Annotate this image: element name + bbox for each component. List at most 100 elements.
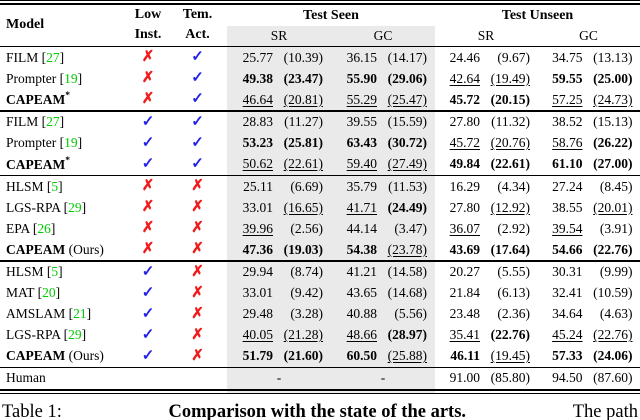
unseen-sr-cell: 24.46 (9.67): [449, 49, 530, 65]
unseen-gc-cell: 38.55 (20.01): [552, 199, 633, 215]
citation-ref[interactable]: 20: [38, 285, 61, 300]
low-inst-cell: ✗: [128, 239, 168, 260]
header-seen-gc: GC: [373, 27, 393, 43]
header-rule: [0, 45, 640, 48]
table-row: HLSM 5 ✓ ✗ 29.94(8.74) 41.21(14.58) 20.2…: [0, 262, 640, 283]
header-tem: Tem.: [182, 6, 213, 22]
check-icon: ✓: [191, 134, 204, 151]
low-inst-cell: ✗: [128, 89, 168, 110]
seen-sr-cell: 29.94 (8.74): [242, 264, 323, 280]
table-row: CAPEAM (Ours) ✓ ✗ 51.79 (21.60) 60.50 (25.…: [0, 346, 640, 367]
header-seen-sr: SR: [270, 27, 288, 43]
citation-ref[interactable]: 5: [47, 179, 63, 194]
caption-prefix: Table 1:: [2, 401, 62, 420]
check-icon: ✓: [191, 70, 204, 87]
unseen-gc-cell: 32.41 (10.59): [552, 285, 633, 301]
model-cell: HLSM 5: [0, 179, 128, 195]
table-row: CAPEAM* ✗ ✓ 46.64 (20.81) 55.29 (25.47) 45…: [0, 89, 640, 110]
ours-label: (Ours): [68, 348, 104, 364]
low-inst-cell: ✓: [128, 133, 168, 154]
seen-sr-cell: 33.01 (16.65): [242, 199, 323, 215]
cross-icon: ✗: [191, 347, 204, 364]
model-cell: AMSLAM 21: [0, 306, 128, 322]
low-inst-cell: ✗: [128, 47, 168, 68]
unseen-sr-cell: 46.11 (19.45): [450, 348, 530, 364]
tem-act-cell: ✓: [168, 112, 227, 133]
asterisk-marker: *: [65, 91, 70, 102]
table-row: HLSM 5 ✗ ✗ 25.11(6.69) 35.79(11.53) 16.2…: [0, 176, 640, 197]
unseen-sr-cell: 49.84 (22.61): [449, 156, 530, 172]
seen-sr-cell: 33.01 (9.42): [242, 285, 323, 301]
seen-gc-cell: 55.29 (25.47): [346, 91, 427, 107]
seen-sr-cell: 49.38 (23.47): [242, 70, 323, 86]
seen-sr-cell: 25.77 (10.39): [242, 49, 323, 65]
citation-ref[interactable]: 27: [42, 50, 65, 65]
table-row: Prompter 19 ✓ ✓ 53.23(25.81) 63.43(30.72…: [0, 133, 640, 154]
tem-act-cell: ✗: [168, 283, 227, 304]
model-cell: FILM 27: [0, 50, 128, 66]
caption-title: Comparison with the state of the arts.: [168, 401, 467, 420]
group-rule: [0, 260, 640, 262]
seen-sr-cell: 51.79 (21.60): [242, 348, 323, 364]
check-icon: ✓: [141, 326, 155, 343]
check-icon: ✓: [141, 134, 155, 151]
header-test-unseen: Test Unseen: [501, 7, 574, 23]
citation-ref[interactable]: 19: [60, 135, 83, 150]
model-cell: Prompter 19: [0, 71, 128, 87]
tem-act-cell: ✓: [168, 154, 227, 175]
unseen-gc-cell: 54.66 (22.76): [552, 241, 633, 257]
cross-icon: ✗: [191, 199, 204, 216]
unseen-gc-cell: 27.24 (8.45): [552, 178, 633, 194]
model-cell: HLSM 5: [0, 264, 128, 280]
low-inst-cell: ✓: [128, 346, 168, 367]
check-icon: ✓: [191, 49, 204, 66]
low-inst-cell: ✗: [128, 218, 168, 239]
seen-gc-cell: 41.71 (24.49): [346, 199, 427, 215]
seen-sr-cell: 50.62 (22.61): [242, 156, 323, 172]
cross-icon: ✗: [191, 220, 204, 237]
unseen-sr-cell: 27.80 (11.32): [449, 114, 530, 130]
bottom-rule-outer: [0, 392, 640, 394]
tem-act-cell: ✗: [168, 218, 227, 239]
cross-icon: ✗: [191, 305, 204, 322]
citation-ref[interactable]: 21: [69, 306, 92, 321]
check-icon: ✓: [141, 347, 155, 364]
low-inst-cell: ✗: [128, 197, 168, 218]
cross-icon: ✗: [141, 70, 155, 87]
model-cell: Prompter 19: [0, 135, 128, 151]
citation-ref[interactable]: 29: [64, 327, 87, 342]
seen-sr-cell: 40.05 (21.28): [242, 327, 323, 343]
cross-icon: ✗: [141, 91, 155, 108]
seen-gc-cell: 41.21 (14.58): [346, 264, 427, 280]
check-icon: ✓: [141, 155, 155, 172]
unseen-gc-cell: 34.75 (13.13): [552, 49, 633, 65]
tem-act-cell: ✗: [168, 346, 227, 367]
table-row: EPA 26 ✗ ✗ 39.96(2.56) 44.14(3.47) 36.07…: [0, 218, 640, 239]
unseen-gc-cell: 61.10 (27.00): [552, 156, 633, 172]
check-icon: ✓: [141, 263, 155, 280]
asterisk-marker: *: [65, 155, 70, 166]
unseen-sr-cell: 42.64 (19.49): [449, 70, 530, 86]
seen-sr-cell: 29.48 (3.28): [242, 306, 323, 322]
tem-act-cell: ✓: [168, 47, 227, 68]
citation-ref[interactable]: 5: [47, 264, 63, 279]
citation-ref[interactable]: 29: [64, 200, 87, 215]
cross-icon: ✗: [141, 220, 155, 237]
table-header: Model Low Inst. Tem. Act. Test Seen Test…: [0, 5, 640, 46]
seen-gc-cell: 40.88 (5.56): [346, 306, 427, 322]
cross-icon: ✗: [141, 49, 155, 66]
low-inst-cell: ✗: [128, 68, 168, 89]
header-low-inst: Low Inst.: [128, 5, 168, 46]
citation-ref[interactable]: 27: [42, 114, 65, 129]
header-inst: Inst.: [134, 27, 162, 43]
seen-gc-cell: 36.15 (14.17): [346, 49, 427, 65]
cross-icon: ✗: [141, 178, 155, 195]
citation-ref[interactable]: 26: [33, 221, 56, 236]
test-seen-column-shading: [227, 26, 435, 394]
header-model: Model: [6, 17, 45, 33]
seen-sr-cell: 53.23 (25.81): [242, 135, 323, 151]
header-test-seen: Test Seen: [303, 7, 359, 23]
citation-ref[interactable]: 19: [60, 71, 83, 86]
header-unseen-sr: SR: [477, 27, 495, 43]
